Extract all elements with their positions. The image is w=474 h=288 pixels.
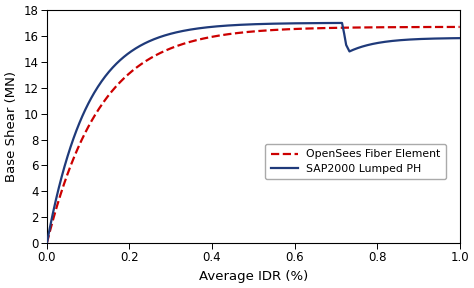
Y-axis label: Base Shear (MN): Base Shear (MN)	[5, 71, 18, 182]
Legend: OpenSees Fiber Element, SAP2000 Lumped PH: OpenSees Fiber Element, SAP2000 Lumped P…	[265, 144, 446, 179]
X-axis label: Average IDR (%): Average IDR (%)	[199, 270, 308, 283]
